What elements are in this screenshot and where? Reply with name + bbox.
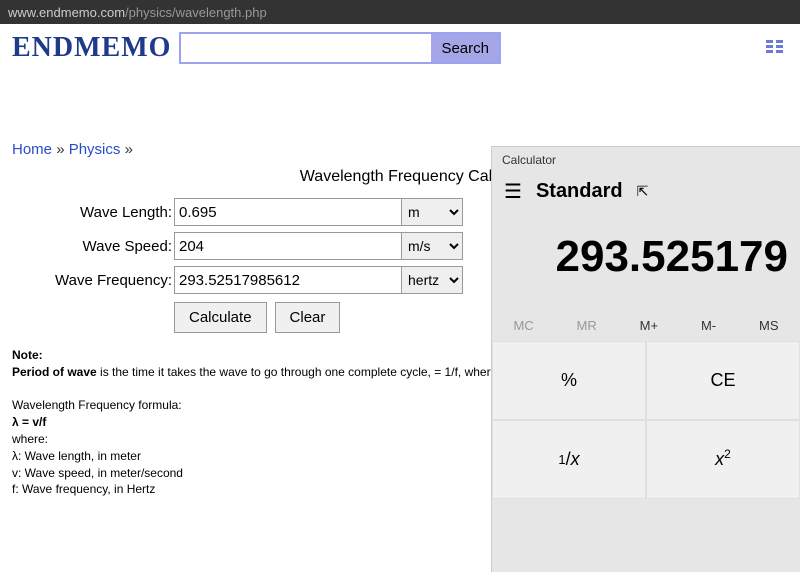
calc-pin-icon[interactable]: ⇱ [637,183,649,200]
calc-mminus[interactable]: M- [701,318,716,333]
breadcrumb-home[interactable]: Home [12,141,52,158]
frequency-input[interactable] [174,266,402,294]
calc-memory-row: MC MR M+ M- MS [492,310,800,341]
period-bold: Period of wave [12,365,97,379]
speed-label: Wave Speed: [12,238,174,255]
calc-square-button[interactable]: x2 [646,420,800,499]
calc-mr[interactable]: MR [577,318,597,333]
url-bar: www.endmemo.com/physics/wavelength.php [0,0,800,24]
calc-ce-button[interactable]: CE [646,341,800,420]
calc-ms[interactable]: MS [759,318,779,333]
wavelength-label: Wave Length: [12,204,174,221]
calc-mode-bar: ☰ Standard ⇱ [492,173,800,214]
search-input[interactable] [181,34,431,62]
url-path: /physics/wavelength.php [125,5,267,20]
speed-input[interactable] [174,232,402,260]
frequency-label: Wave Frequency: [12,272,174,289]
url-domain: www.endmemo.com [8,5,125,20]
calc-menu-icon[interactable]: ☰ [504,179,522,204]
breadcrumb-sep: » [56,141,64,158]
search-button[interactable]: Search [431,34,499,62]
calc-title: Calculator [492,147,800,173]
calc-mplus[interactable]: M+ [640,318,658,333]
wavelength-input[interactable] [174,198,402,226]
frequency-unit-select[interactable]: hertz [401,266,463,294]
calculator-window: Calculator ☰ Standard ⇱ 293.525179 MC MR… [491,146,800,572]
clear-button[interactable]: Clear [275,302,341,333]
calc-display: 293.525179 [492,214,800,310]
search-box: Search [179,32,501,64]
calc-reciprocal-button[interactable]: 1/x [492,420,646,499]
wavelength-unit-select[interactable]: m [401,198,463,226]
menu-icon[interactable] [762,34,788,63]
calc-button-grid: % CE 1/x x2 [492,341,800,499]
calc-mode-text: Standard [536,180,623,203]
breadcrumb-sep: » [125,141,133,158]
period-text: is the time it takes the wave to go thro… [97,365,536,379]
breadcrumb-physics[interactable]: Physics [69,141,121,158]
speed-unit-select[interactable]: m/s [401,232,463,260]
header: ENDMEMO Search [0,24,800,73]
calculate-button[interactable]: Calculate [174,302,267,333]
logo[interactable]: ENDMEMO [12,32,171,64]
calc-mc[interactable]: MC [513,318,533,333]
calc-percent-button[interactable]: % [492,341,646,420]
